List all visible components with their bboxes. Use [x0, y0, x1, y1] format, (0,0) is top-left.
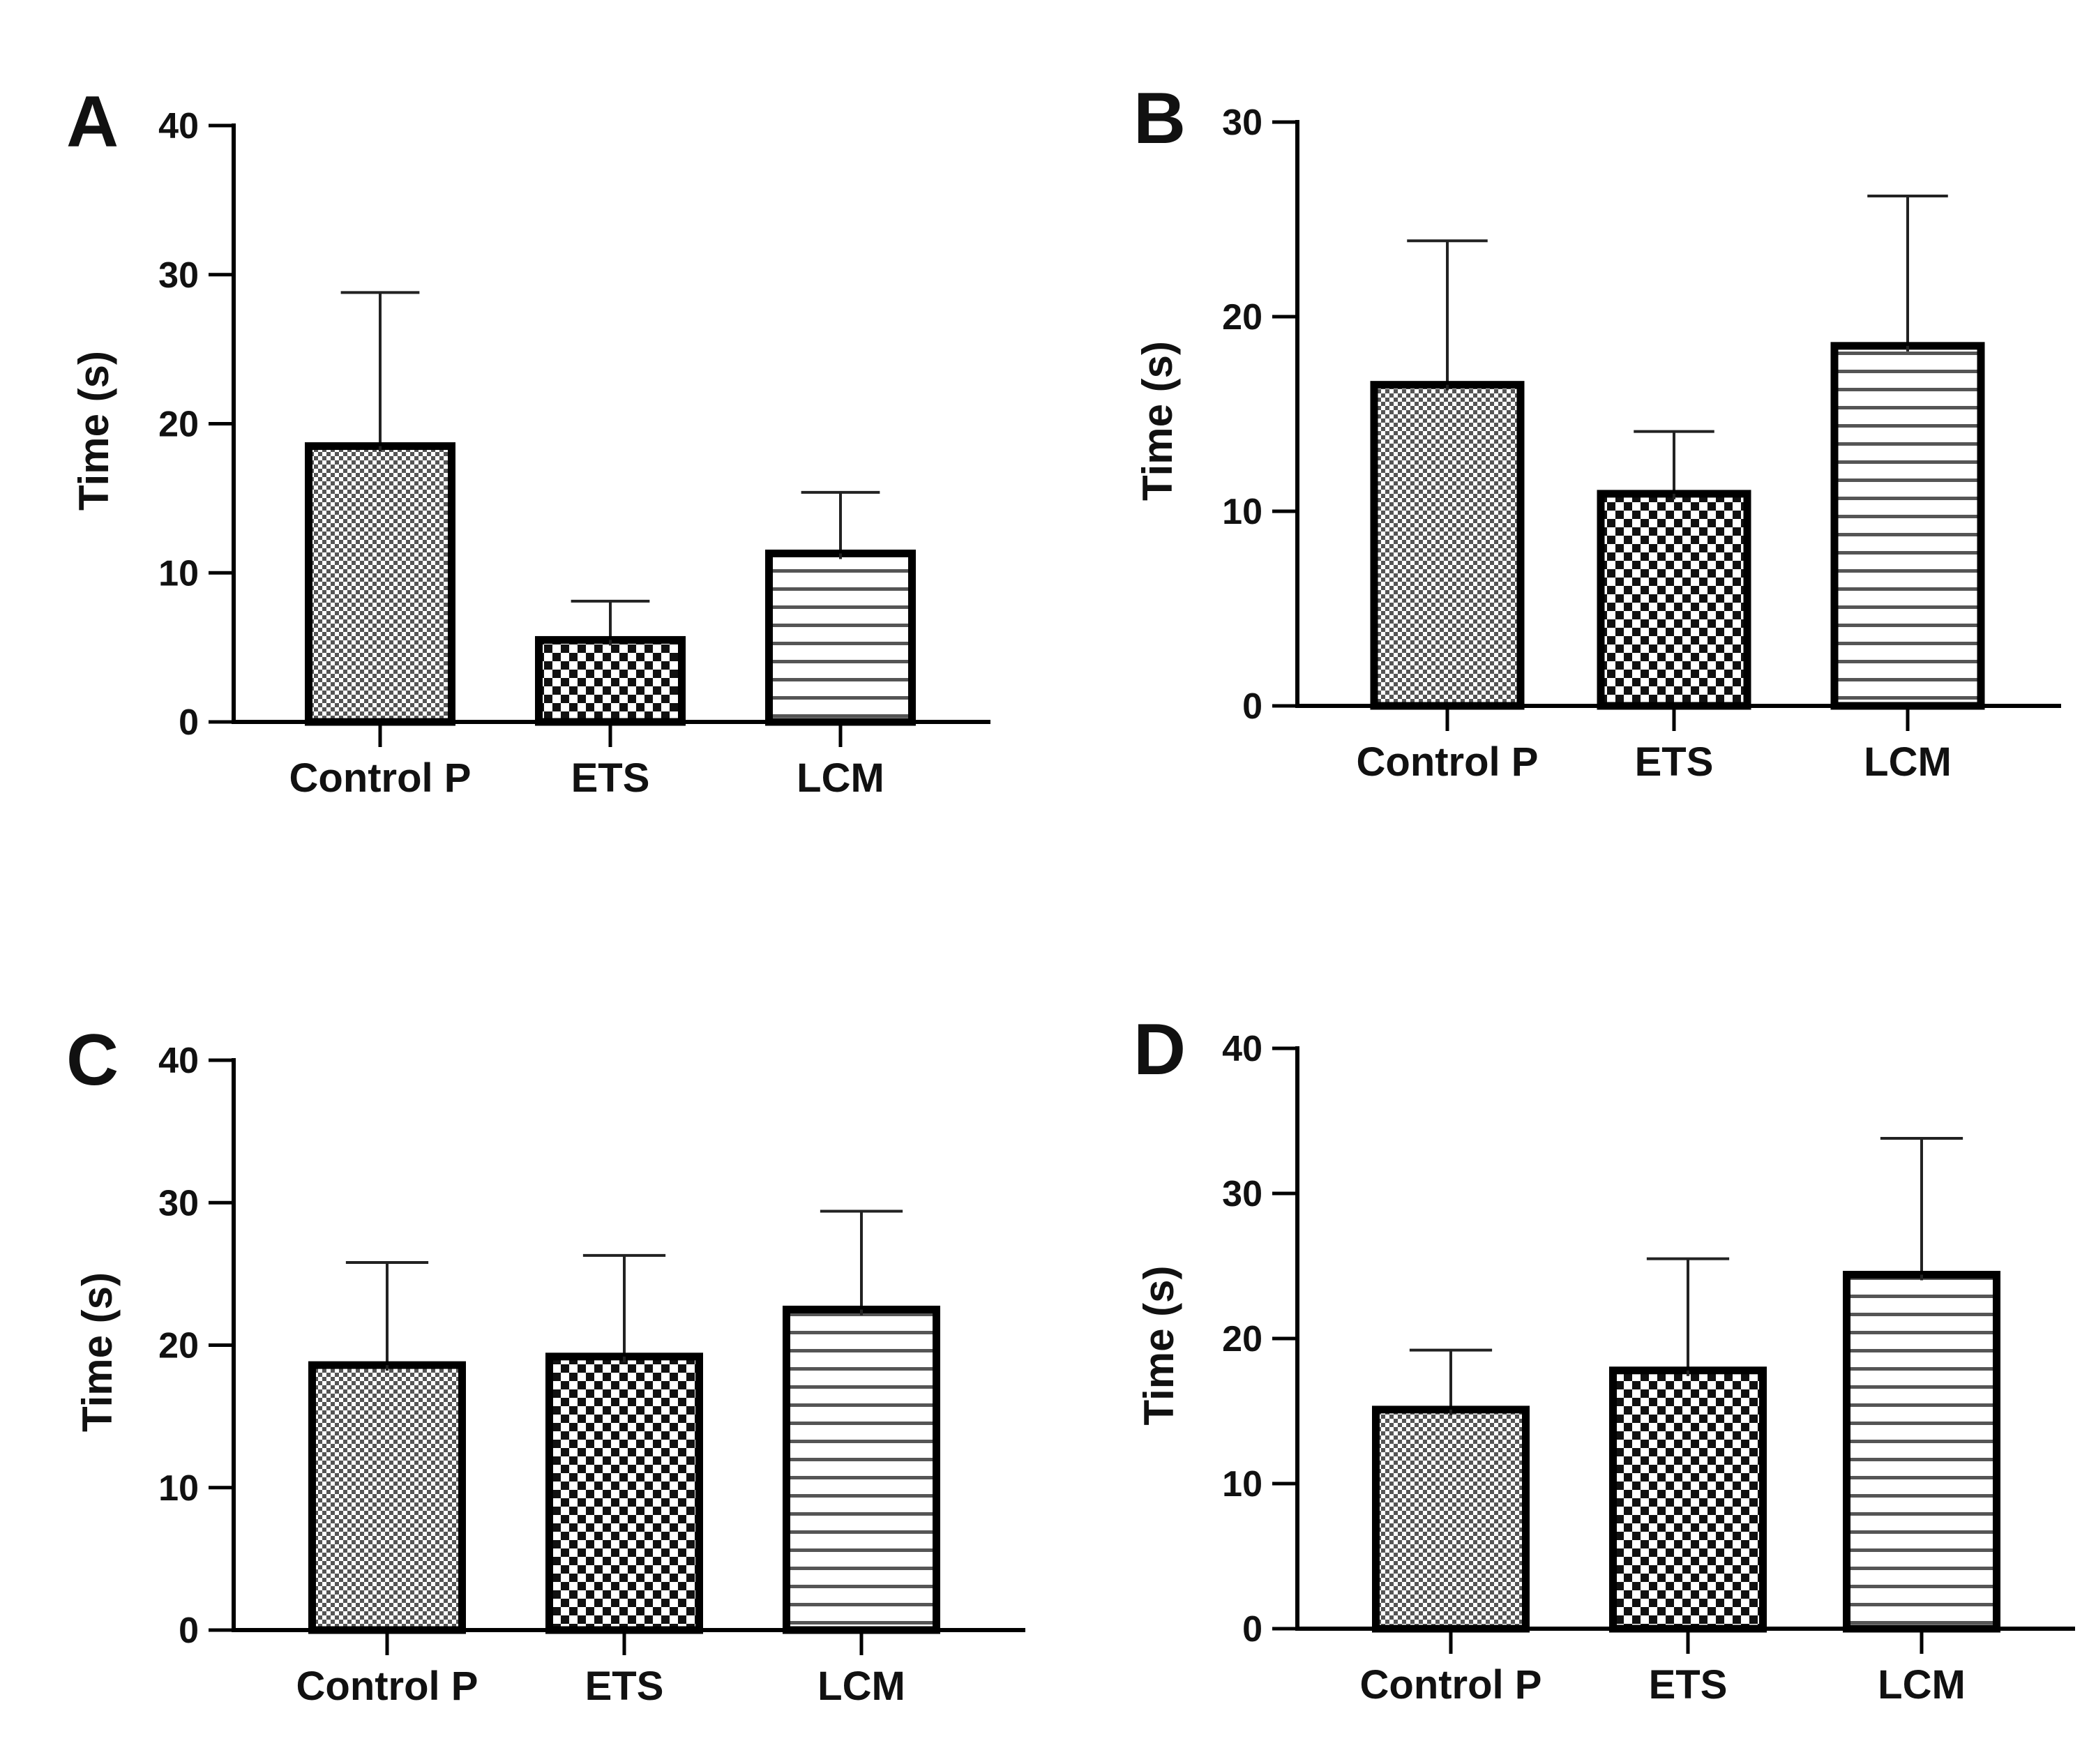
panel-letter: C [66, 1020, 119, 1101]
x-tick-label: ETS [1635, 739, 1714, 785]
y-tick-label: 0 [179, 702, 199, 743]
x-tick-label: Control P [289, 755, 472, 801]
x-tick-label: Control P [1360, 1662, 1542, 1708]
panel-c: C Time (s) Control P ETS LCM 0 10 20 30 40 [66, 1020, 1025, 1709]
y-tick-label: 0 [1242, 686, 1262, 727]
panel-d: D Time (s) Control P ETS LCM 0 10 20 30 40 [1133, 1009, 2075, 1708]
y-axis-label: Time (s) [74, 1272, 121, 1432]
bar-ets [545, 1352, 703, 1634]
y-tick-label: 10 [158, 553, 199, 594]
bar-ets [535, 635, 686, 726]
y-tick-label: 30 [1222, 103, 1262, 143]
y-tick-label: 0 [179, 1611, 199, 1651]
y-tick-label: 30 [158, 1183, 199, 1223]
y-tick-label: 10 [1222, 492, 1262, 532]
y-axis-label: Time (s) [70, 351, 117, 511]
x-tick-label: LCM [817, 1664, 905, 1709]
x-tick-label: ETS [585, 1664, 664, 1709]
bar-ets [1597, 490, 1751, 710]
x-tick-label: LCM [1864, 739, 1952, 785]
bar-lcm [1843, 1270, 2000, 1633]
y-axis-label: Time (s) [1134, 341, 1181, 501]
y-tick-label: 30 [158, 255, 199, 296]
y-tick-label: 20 [1222, 297, 1262, 338]
bar-lcm [765, 549, 916, 726]
bar-control-p [1370, 381, 1525, 710]
panel-a: A Time (s) Control P ETS LCM 0 10 20 30 40 [66, 82, 990, 801]
x-tick-label: ETS [1649, 1662, 1728, 1708]
y-tick-label: 40 [1222, 1029, 1262, 1069]
x-tick-label: Control P [1357, 739, 1539, 785]
y-tick-label: 10 [158, 1468, 199, 1509]
y-axis-label: Time (s) [1136, 1266, 1182, 1426]
panel-letter: B [1133, 78, 1186, 159]
panel-letter: A [66, 82, 119, 163]
y-tick-label: 20 [158, 405, 199, 445]
y-tick-label: 10 [1222, 1464, 1262, 1505]
bar-control-p [1372, 1405, 1530, 1633]
y-tick-label: 30 [1222, 1174, 1262, 1214]
x-tick-label: ETS [571, 755, 650, 801]
y-tick-label: 40 [158, 106, 199, 146]
y-tick-label: 40 [158, 1041, 199, 1081]
panel-b: B Time (s) Control P ETS LCM 0 10 20 30 [1133, 78, 2061, 785]
x-tick-label: LCM [1878, 1662, 1966, 1708]
bar-ets [1609, 1366, 1767, 1633]
bar-control-p [305, 442, 455, 726]
panel-letter: D [1133, 1009, 1186, 1090]
x-tick-label: LCM [797, 755, 884, 801]
y-tick-label: 20 [1222, 1319, 1262, 1359]
y-tick-label: 0 [1242, 1609, 1262, 1650]
bar-control-p [308, 1361, 466, 1634]
bar-lcm [1830, 342, 1985, 710]
x-tick-label: Control P [296, 1664, 478, 1709]
y-tick-label: 20 [158, 1326, 199, 1366]
bar-lcm [783, 1305, 940, 1634]
